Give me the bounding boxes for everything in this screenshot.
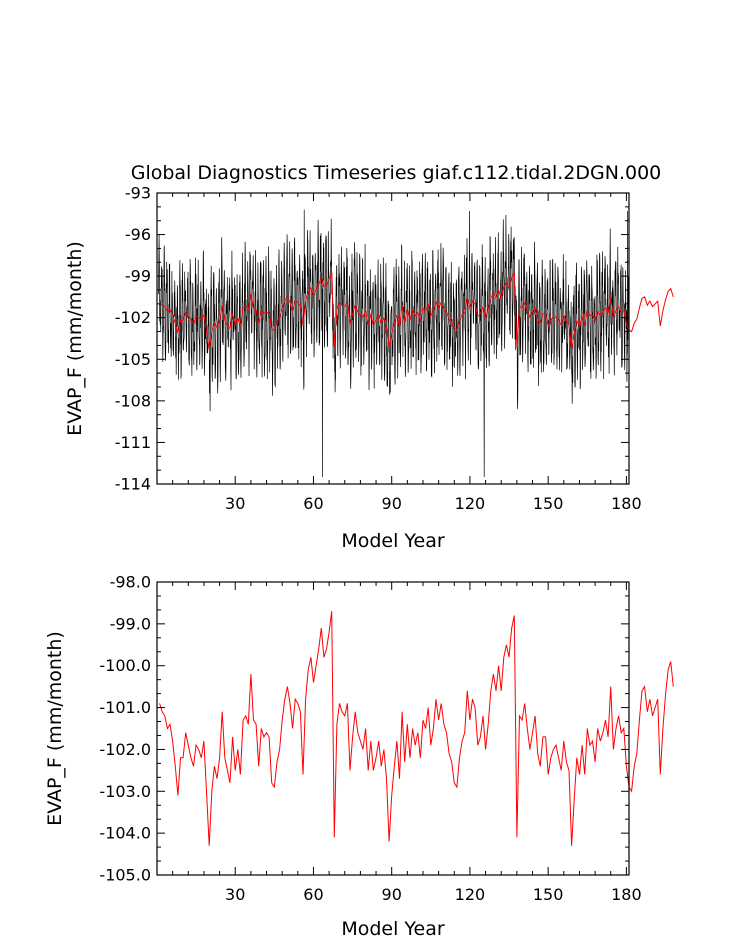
bottom-x-tick-label: 180 xyxy=(611,885,642,904)
bottom-y-tick-label: -101.0 xyxy=(99,698,151,717)
top-x-tick-label: 180 xyxy=(611,494,642,513)
top-y-axis-label: EVAP_F (mm/month) xyxy=(64,241,86,436)
bottom-y-tick-label: -105.0 xyxy=(99,866,151,885)
bottom-plot-area xyxy=(159,611,674,846)
top-y-tick-label: -108 xyxy=(115,391,151,410)
top-x-tick-label: 120 xyxy=(455,494,486,513)
bottom-x-axis-label: Model Year xyxy=(341,918,445,940)
top-y-tick-label: -93 xyxy=(125,184,151,203)
top-y-tick-label: -99 xyxy=(125,267,151,286)
bottom-x-tick-label: 150 xyxy=(533,885,564,904)
top-ticks: 30 60 90 120 150 180 -93 -96 -99 -102 -105 -108 -111… xyxy=(115,184,642,514)
top-plot-frame xyxy=(156,192,630,485)
top-y-tick-label: -111 xyxy=(115,433,151,452)
bottom-chart: 30 60 90 120 150 180 -98.0 -99.0 -100.0 -101.0 -10… xyxy=(44,573,674,940)
bottom-x-tick-label: 60 xyxy=(303,885,323,904)
top-x-tick-label: 90 xyxy=(382,494,402,513)
top-y-tick-label: -96 xyxy=(125,225,151,244)
bottom-y-tick-label: -104.0 xyxy=(99,824,151,843)
bottom-y-axis-label: EVAP_F (mm/month) xyxy=(44,631,66,826)
top-annual-series-line xyxy=(159,271,674,350)
bottom-x-tick-label: 90 xyxy=(382,885,402,904)
top-monthly-series-line xyxy=(158,209,630,478)
bottom-y-tick-label: -100.0 xyxy=(99,656,151,675)
bottom-annual-series-line xyxy=(159,611,674,846)
bottom-ticks: 30 60 90 120 150 180 -98.0 -99.0 -100.0 -101.0 -10… xyxy=(99,573,641,905)
top-y-tick-label: -105 xyxy=(115,350,151,369)
top-chart: 30 60 90 120 150 180 -93 -96 -99 -102 -105 -108 -111… xyxy=(64,184,674,552)
top-y-tick-label: -114 xyxy=(115,475,151,494)
top-plot-area xyxy=(158,209,674,478)
top-x-tick-label: 150 xyxy=(533,494,564,513)
top-y-tick-label: -102 xyxy=(115,308,151,327)
top-x-axis-label: Model Year xyxy=(341,530,445,552)
bottom-y-tick-label: -99.0 xyxy=(110,614,151,633)
top-x-tick-label: 30 xyxy=(225,494,245,513)
top-x-tick-label: 60 xyxy=(303,494,323,513)
bottom-y-tick-label: -103.0 xyxy=(99,782,151,801)
bottom-x-tick-label: 30 xyxy=(225,885,245,904)
chart-title: Global Diagnostics Timeseries giaf.c112.… xyxy=(131,162,662,184)
bottom-y-tick-label: -102.0 xyxy=(99,740,151,759)
bottom-y-tick-label: -98.0 xyxy=(110,573,151,592)
bottom-plot-frame xyxy=(156,581,630,876)
bottom-x-tick-label: 120 xyxy=(455,885,486,904)
